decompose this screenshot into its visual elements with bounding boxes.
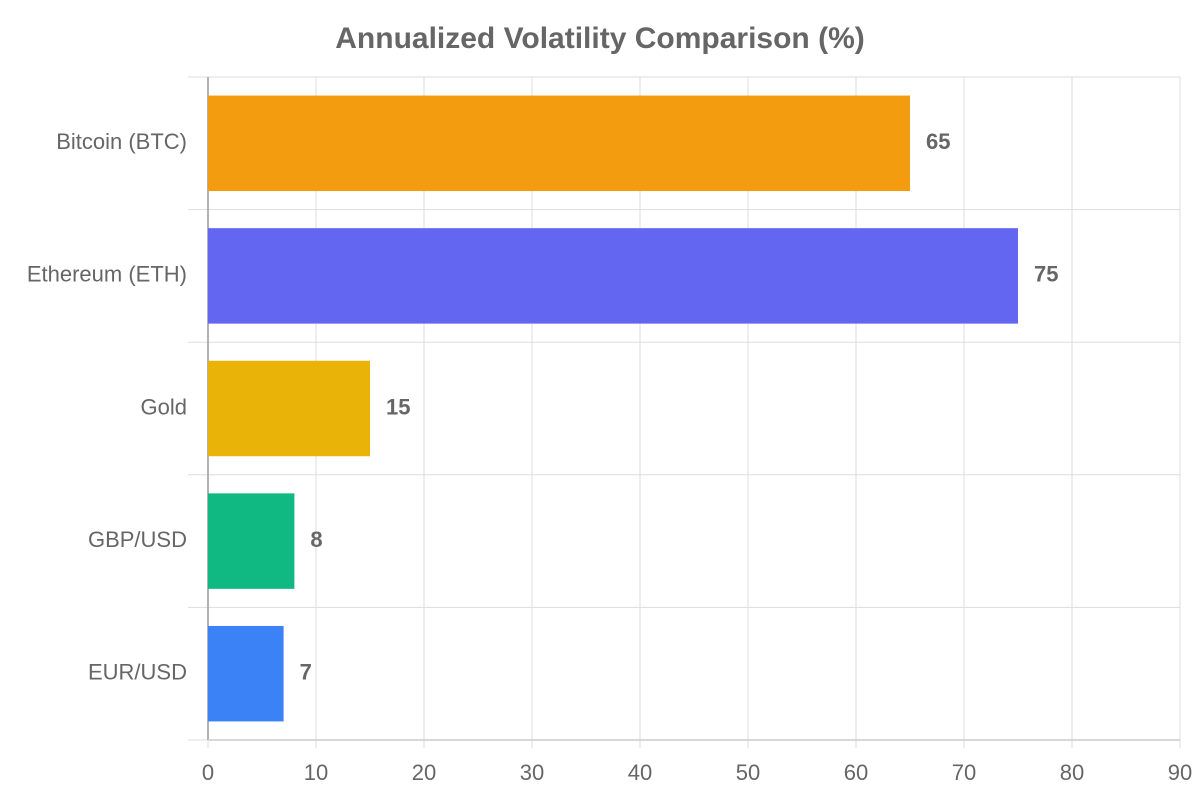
x-tick-label: 20	[412, 760, 436, 785]
y-tick-label: EUR/USD	[88, 660, 187, 685]
x-tick-label: 50	[736, 760, 760, 785]
data-label: 65	[926, 129, 950, 154]
data-label: 8	[310, 527, 322, 552]
bar	[208, 228, 1018, 324]
x-tick-label: 10	[304, 760, 328, 785]
bar	[208, 360, 370, 457]
bar	[208, 493, 295, 589]
x-tick-label: 30	[520, 760, 544, 785]
y-tick-label: Ethereum (ETH)	[27, 262, 187, 287]
x-tick-label: 0	[202, 760, 214, 785]
x-tick-label: 60	[844, 760, 868, 785]
y-tick-label: Bitcoin (BTC)	[56, 129, 187, 154]
data-label: 7	[300, 660, 312, 685]
data-label: 75	[1034, 262, 1058, 287]
bar	[208, 95, 910, 192]
x-tick-label: 90	[1168, 760, 1192, 785]
bar	[208, 625, 284, 722]
chart-title: Annualized Volatility Comparison (%)	[335, 22, 864, 55]
x-tick-label: 80	[1060, 760, 1084, 785]
y-tick-label: Gold	[141, 394, 187, 419]
x-tick-label: 40	[628, 760, 652, 785]
y-tick-label: GBP/USD	[88, 527, 187, 552]
data-label: 15	[386, 394, 410, 419]
x-tick-label: 70	[952, 760, 976, 785]
